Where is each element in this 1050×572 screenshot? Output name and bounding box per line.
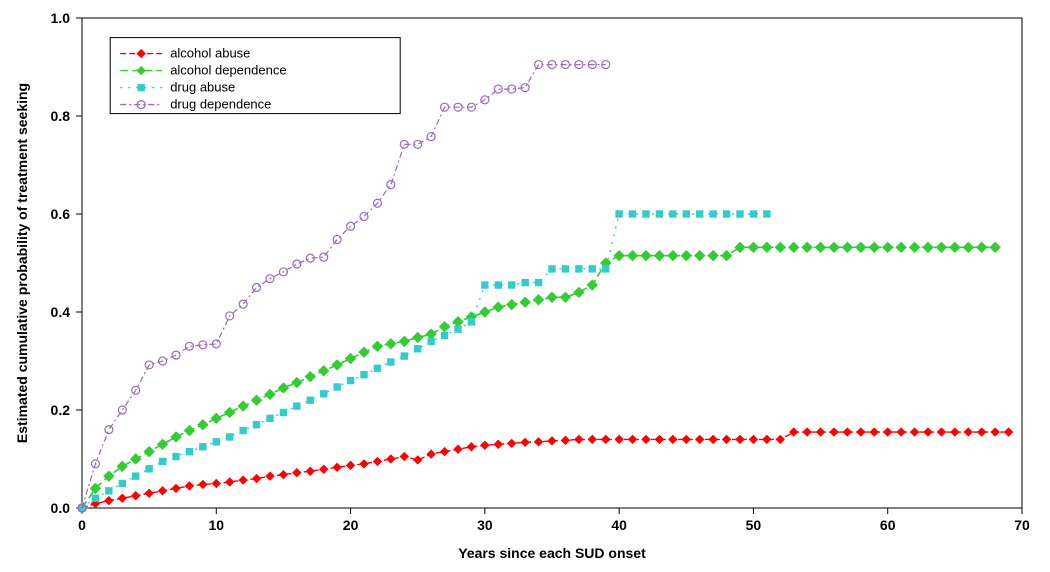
chart-svg: 0 10 20 30 40 50 60 70 0.0 0.2 0.4 0.6 0.8 1.0 Years s… bbox=[0, 0, 1050, 572]
svg-text:alcohol abuse: alcohol abuse bbox=[170, 46, 250, 61]
svg-text:40: 40 bbox=[611, 517, 627, 533]
svg-text:0.6: 0.6 bbox=[51, 206, 71, 222]
svg-text:70: 70 bbox=[1014, 517, 1030, 533]
svg-text:alcohol dependence: alcohol dependence bbox=[170, 63, 286, 78]
svg-text:0.2: 0.2 bbox=[51, 402, 71, 418]
svg-text:10: 10 bbox=[208, 517, 224, 533]
svg-text:60: 60 bbox=[880, 517, 896, 533]
svg-text:drug abuse: drug abuse bbox=[170, 80, 235, 95]
svg-text:0: 0 bbox=[78, 517, 86, 533]
svg-text:drug dependence: drug dependence bbox=[170, 97, 271, 112]
svg-text:Estimated cumulative probabili: Estimated cumulative probability of trea… bbox=[14, 83, 30, 443]
svg-text:30: 30 bbox=[477, 517, 493, 533]
svg-text:50: 50 bbox=[746, 517, 762, 533]
svg-text:Years since each SUD onset: Years since each SUD onset bbox=[458, 545, 646, 561]
chart-container: 0 10 20 30 40 50 60 70 0.0 0.2 0.4 0.6 0.8 1.0 Years s… bbox=[0, 0, 1050, 572]
svg-text:1.0: 1.0 bbox=[51, 10, 71, 26]
svg-text:0.8: 0.8 bbox=[51, 108, 71, 124]
svg-text:20: 20 bbox=[343, 517, 359, 533]
svg-text:0.0: 0.0 bbox=[51, 500, 71, 516]
svg-text:0.4: 0.4 bbox=[51, 304, 71, 320]
